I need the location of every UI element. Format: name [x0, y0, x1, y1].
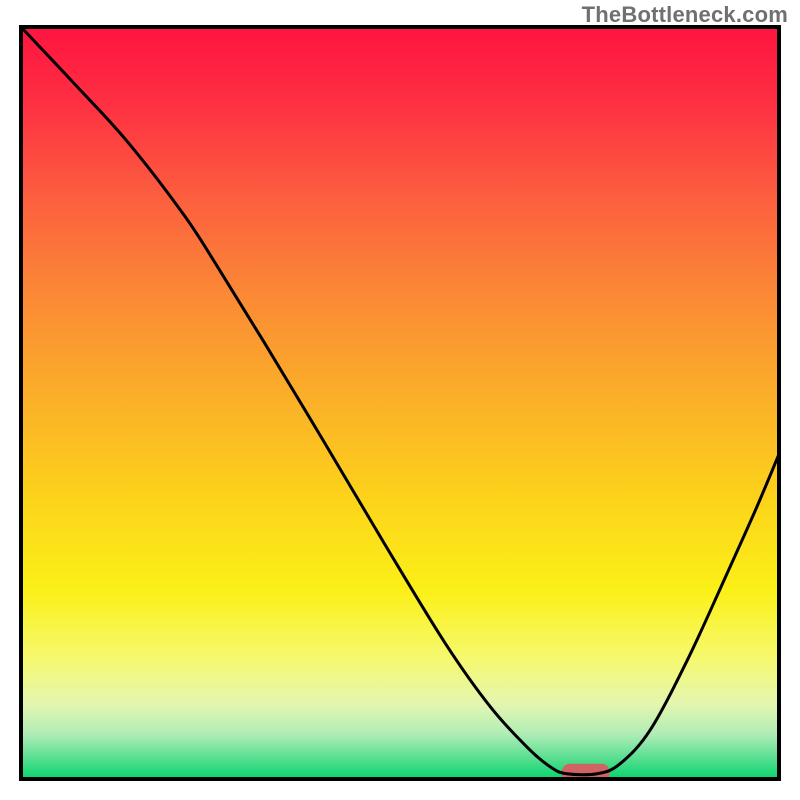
chart-container: { "canvas": { "width": 800, "height": 80… [0, 0, 800, 800]
watermark-text: TheBottleneck.com [582, 2, 788, 28]
bottleneck-chart [0, 0, 800, 800]
plot-background [21, 27, 779, 779]
